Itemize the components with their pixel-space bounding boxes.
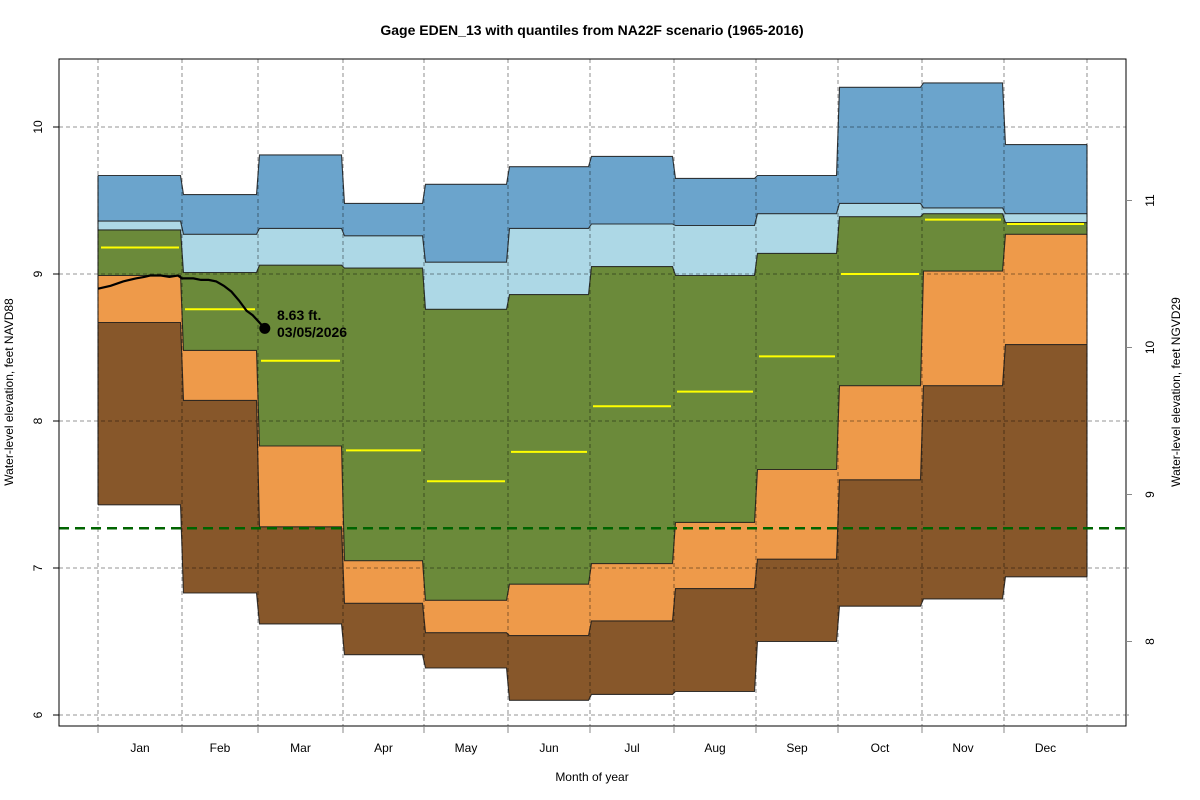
y-axis-right: 8 9 10 11 (1126, 194, 1157, 716)
last-date-label: 03/05/2026 (277, 324, 347, 340)
x-tick-label-oct: Oct (871, 741, 890, 755)
observed-line (97, 274, 266, 330)
band-q75-q25 (98, 213, 1087, 601)
x-axis-label: Month of year (555, 770, 628, 784)
x-tick-label-jul: Jul (624, 741, 639, 755)
y-tick-label-right: 8 (1143, 638, 1157, 645)
x-tick-label-mar: Mar (290, 741, 311, 755)
y-tick-label-right: 10 (1143, 341, 1157, 355)
x-tick-label-jun: Jun (539, 741, 558, 755)
bound-line-q75 (98, 213, 1087, 310)
last-value-point (259, 322, 271, 334)
x-tick-label-dec: Dec (1035, 741, 1056, 755)
band-q90-q75 (98, 203, 1087, 310)
bound-line-max (98, 82, 1087, 204)
median-lines (101, 218, 1084, 483)
x-tick-label-may: May (455, 741, 478, 755)
chart-title: Gage EDEN_13 with quantiles from NA22F s… (380, 22, 803, 38)
y-axis-label-right: Water-level elevation, feet NGVD29 (1169, 297, 1183, 487)
plot-frame (58, 58, 1127, 727)
x-tick-label-apr: Apr (374, 741, 393, 755)
y-tick-label-left: 6 (31, 711, 45, 718)
band-max-q90 (98, 82, 1087, 263)
x-tick-label-sep: Sep (786, 741, 808, 755)
y-axis-left: 6 7 8 9 10 (31, 120, 59, 718)
y-tick-label-left: 8 (31, 417, 45, 424)
x-axis: Jan Feb Mar Apr May Jun Jul Aug Sep Oct Nov Dec (97, 726, 1088, 755)
y-tick-label-right: 11 (1143, 194, 1157, 207)
observed-series-group (97, 274, 271, 334)
y-tick-label-left: 9 (31, 270, 45, 277)
quantile-bands (97, 82, 1088, 701)
x-tick-label-feb: Feb (210, 741, 231, 755)
x-tick-label-jan: Jan (130, 741, 149, 755)
x-tick-label-aug: Aug (704, 741, 725, 755)
y-tick-label-right: 9 (1143, 491, 1157, 498)
x-tick-label-nov: Nov (952, 741, 973, 755)
y-axis-label-left: Water-level elevation, feet NAVD88 (2, 298, 16, 486)
y-tick-label-left: 10 (31, 120, 45, 134)
last-value-label: 8.63 ft. (277, 307, 321, 323)
y-tick-label-left: 7 (31, 564, 45, 571)
bound-line-q90 (98, 202, 1087, 263)
band-q25-q10 (98, 234, 1087, 636)
grid-lines (59, 59, 1126, 726)
